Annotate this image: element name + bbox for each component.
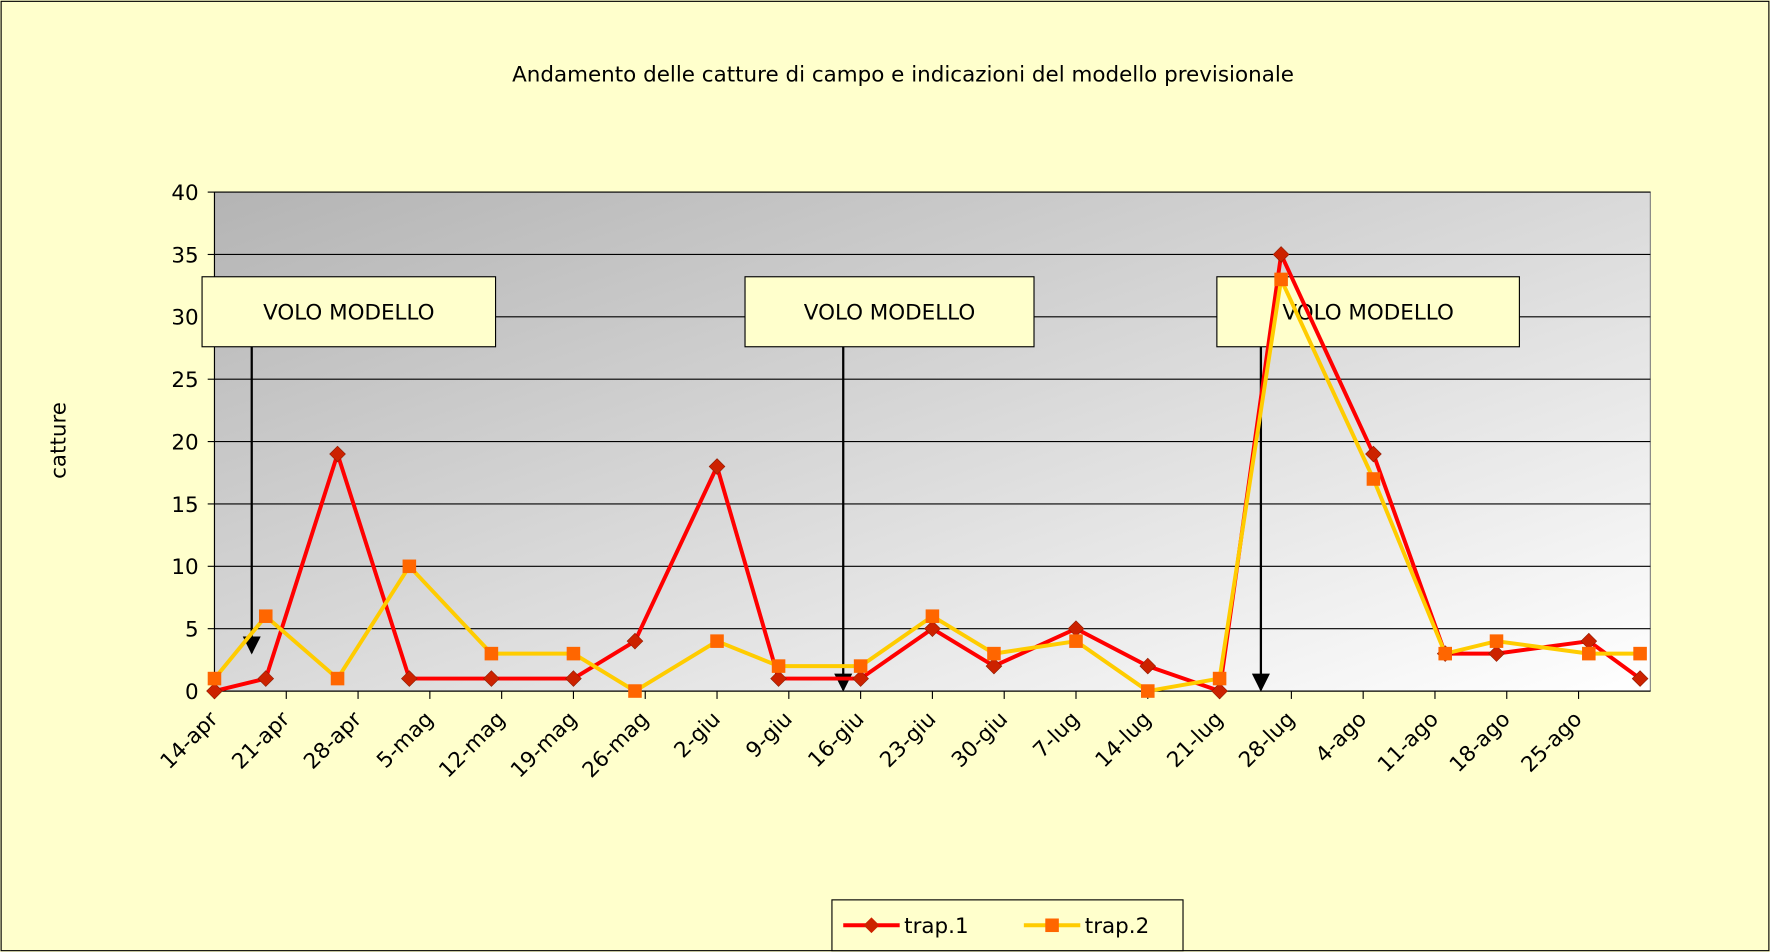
point: [1438, 646, 1452, 661]
y-tick-label: 25: [171, 368, 198, 393]
point: [710, 634, 724, 648]
y-tick-label: 20: [171, 430, 198, 455]
series: [206, 246, 1649, 700]
point: [987, 646, 1001, 661]
point: [1489, 634, 1504, 648]
point: [1139, 657, 1157, 675]
point: [708, 458, 726, 475]
point: [924, 620, 941, 637]
point: [1212, 671, 1227, 686]
point: [330, 671, 345, 686]
point: [207, 671, 222, 686]
point: [1274, 272, 1288, 287]
point: [626, 632, 644, 650]
y-tick-label: 30: [171, 306, 198, 331]
annotation-text: VOLO MODELLO: [263, 301, 434, 326]
point: [258, 609, 273, 623]
point: [566, 646, 581, 661]
point: [1141, 684, 1155, 698]
y-tick-label: 35: [171, 243, 198, 268]
point: [925, 609, 940, 623]
point: [628, 684, 642, 698]
point: [853, 659, 868, 673]
legend-marker: [1045, 918, 1059, 933]
y-tick-label: 0: [185, 680, 199, 705]
y-tick-label: 15: [171, 493, 198, 518]
point: [1582, 646, 1596, 661]
annotation-box: [201, 276, 497, 348]
point: [1366, 472, 1381, 486]
y-tick-label: 10: [171, 555, 198, 580]
point: [483, 670, 500, 687]
point: [402, 559, 417, 574]
legend-label: trap.1: [904, 914, 968, 939]
point: [771, 659, 786, 673]
annotation-text: VOLO MODELLO: [804, 301, 975, 326]
y-tick-label: 5: [185, 618, 199, 643]
series: [207, 272, 1647, 698]
point: [1633, 646, 1647, 661]
point: [1488, 645, 1505, 662]
point: [1211, 682, 1228, 700]
point: [1069, 634, 1083, 648]
point: [1365, 445, 1382, 463]
point: [852, 670, 869, 687]
point: [1272, 246, 1290, 263]
point: [206, 682, 223, 700]
point: [565, 670, 582, 687]
legend-label: trap.2: [1085, 914, 1149, 939]
point: [484, 646, 499, 661]
point: [985, 657, 1003, 675]
annotation-box: [744, 276, 1035, 348]
y-tick-label: 40: [171, 181, 198, 206]
point: [770, 670, 787, 687]
y-axis-label: catture: [46, 402, 71, 479]
point: [401, 670, 418, 687]
point: [257, 670, 275, 687]
point: [1631, 670, 1649, 687]
point: [329, 445, 346, 463]
chart-title: Andamento delle catture di campo e indic…: [512, 62, 1294, 87]
annotation-box: [1216, 276, 1520, 348]
